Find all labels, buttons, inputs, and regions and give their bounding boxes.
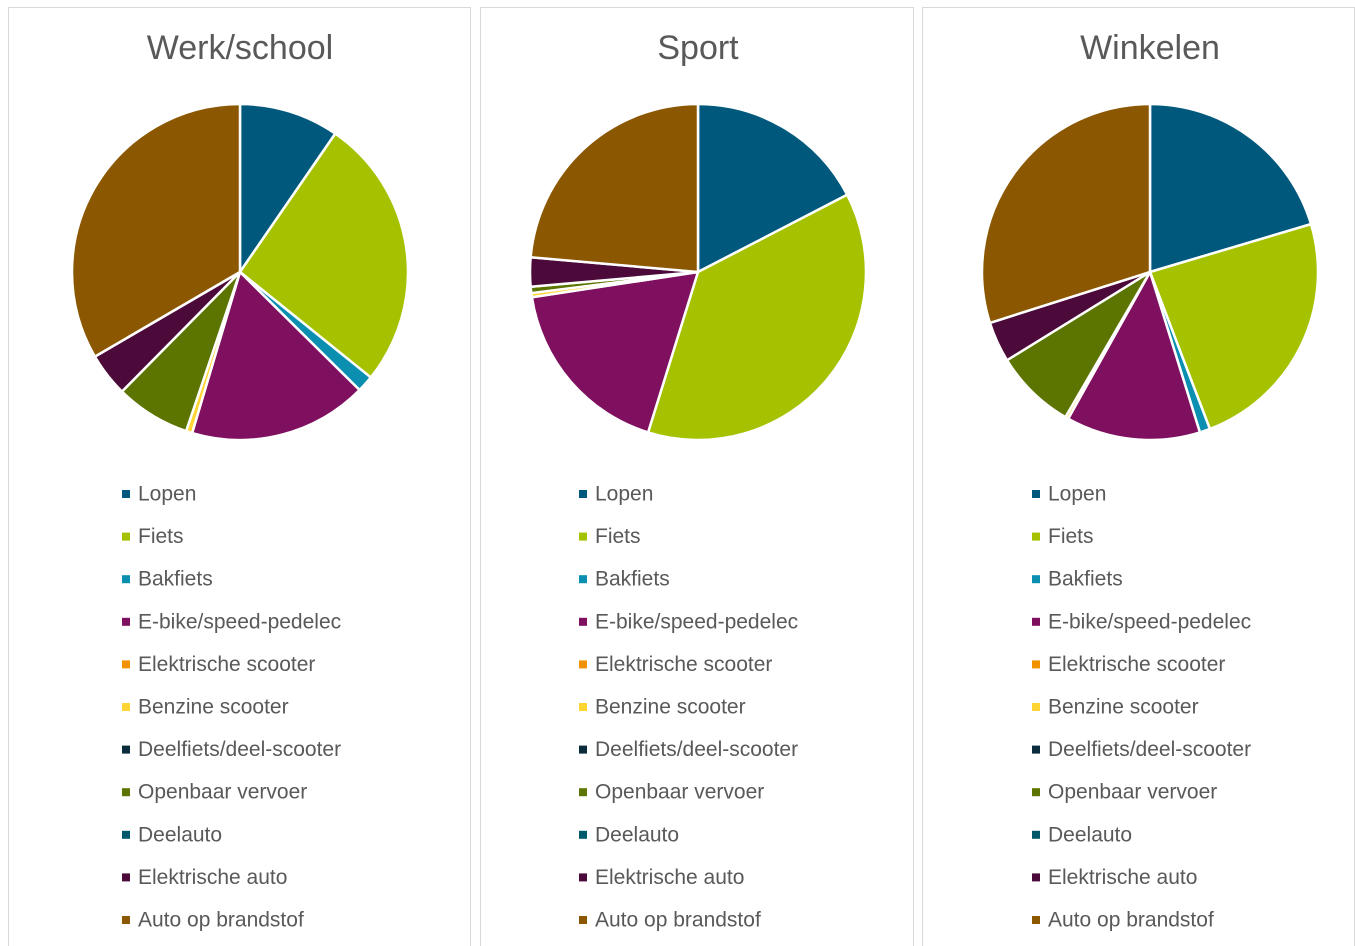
legend-label: Deelfiets/deel-scooter bbox=[138, 738, 341, 761]
legend-swatch bbox=[1032, 660, 1040, 669]
chart-title: Winkelen bbox=[1080, 29, 1220, 67]
legend-swatch bbox=[122, 660, 130, 669]
legend-swatch bbox=[579, 916, 587, 924]
legend-swatch bbox=[1032, 745, 1040, 754]
legend-swatch bbox=[1032, 916, 1040, 924]
legend-swatch bbox=[122, 532, 130, 541]
legend-label: Deelfiets/deel-scooter bbox=[1048, 738, 1251, 761]
legend-swatch bbox=[1032, 830, 1040, 839]
legend-label: Fiets bbox=[595, 525, 641, 548]
pie-slice bbox=[1148, 102, 1313, 274]
legend-label: Benzine scooter bbox=[1048, 696, 1199, 719]
legend-swatch bbox=[122, 703, 130, 711]
legend-swatch bbox=[579, 873, 587, 882]
legend-swatch bbox=[579, 703, 587, 711]
legend-swatch bbox=[579, 617, 587, 626]
pie-slice bbox=[238, 102, 337, 274]
chart-title: Sport bbox=[657, 29, 739, 67]
legend-label: Deelfiets/deel-scooter bbox=[595, 738, 798, 761]
pie-slice bbox=[1066, 270, 1202, 442]
legend-swatch bbox=[1032, 575, 1040, 584]
legend-label: Auto op brandstof bbox=[595, 909, 761, 932]
legend-swatch bbox=[122, 617, 130, 626]
pie-slice bbox=[238, 132, 410, 379]
legend-swatch bbox=[122, 788, 130, 797]
pie-slice bbox=[190, 270, 361, 442]
legend-swatch bbox=[579, 788, 587, 797]
legend-label: Auto op brandstof bbox=[1048, 909, 1214, 932]
legend-label: Benzine scooter bbox=[595, 696, 746, 719]
legend-swatch bbox=[1032, 490, 1040, 498]
legend-label: Bakfiets bbox=[1048, 568, 1123, 591]
legend-swatch bbox=[579, 532, 587, 541]
legend-label: Openbaar vervoer bbox=[138, 781, 307, 804]
legend-label: Elektrische scooter bbox=[1048, 653, 1225, 676]
legend-swatch bbox=[122, 873, 130, 882]
legend-label: Deelauto bbox=[595, 823, 679, 846]
legend-swatch bbox=[579, 745, 587, 754]
pie-slice bbox=[530, 270, 700, 434]
legend-label: Bakfiets bbox=[138, 568, 213, 591]
legend-label: Deelauto bbox=[1048, 823, 1132, 846]
pie-slice bbox=[70, 102, 242, 358]
pie-slice bbox=[529, 102, 700, 274]
legend-label: E-bike/speed-pedelec bbox=[1048, 610, 1251, 633]
pie-slice bbox=[980, 102, 1152, 325]
legend-label: Fiets bbox=[1048, 525, 1094, 548]
legend-label: E-bike/speed-pedelec bbox=[595, 610, 798, 633]
legend-label: Elektrische scooter bbox=[138, 653, 315, 676]
pie-slice bbox=[646, 193, 868, 442]
legend-label: Openbaar vervoer bbox=[595, 781, 764, 804]
legend-label: Elektrische auto bbox=[1048, 866, 1197, 889]
legend-swatch bbox=[1032, 532, 1040, 541]
legend-label: Openbaar vervoer bbox=[1048, 781, 1217, 804]
legend-label: Benzine scooter bbox=[138, 696, 289, 719]
legend-label: Bakfiets bbox=[595, 568, 670, 591]
legend-swatch bbox=[122, 745, 130, 754]
panel bbox=[8, 7, 471, 946]
chart-title: Werk/school bbox=[147, 29, 333, 67]
legend-swatch bbox=[1032, 873, 1040, 882]
legend-swatch bbox=[122, 490, 130, 498]
legend-swatch bbox=[579, 575, 587, 584]
legend-swatch bbox=[122, 916, 130, 924]
legend-label: Elektrische auto bbox=[138, 866, 287, 889]
legend-swatch bbox=[122, 830, 130, 839]
legend-swatch bbox=[1032, 703, 1040, 711]
legend-swatch bbox=[579, 660, 587, 669]
legend-swatch bbox=[1032, 617, 1040, 626]
legend-label: Elektrische scooter bbox=[595, 653, 772, 676]
legend-swatch bbox=[579, 830, 587, 839]
pie-slice bbox=[696, 102, 849, 274]
legend-label: E-bike/speed-pedelec bbox=[138, 610, 341, 633]
legend-swatch bbox=[1032, 788, 1040, 797]
legend-swatch bbox=[122, 575, 130, 584]
legend-label: Elektrische auto bbox=[595, 866, 744, 889]
legend-label: Auto op brandstof bbox=[138, 909, 304, 932]
legend-label: Fiets bbox=[138, 525, 184, 548]
legend-swatch bbox=[579, 490, 587, 498]
panel bbox=[480, 7, 914, 946]
legend-label: Deelauto bbox=[138, 823, 222, 846]
legend-label: Lopen bbox=[138, 483, 196, 506]
legend-label: Lopen bbox=[595, 483, 653, 506]
pie-slice bbox=[1148, 222, 1320, 431]
legend-label: Lopen bbox=[1048, 483, 1106, 506]
